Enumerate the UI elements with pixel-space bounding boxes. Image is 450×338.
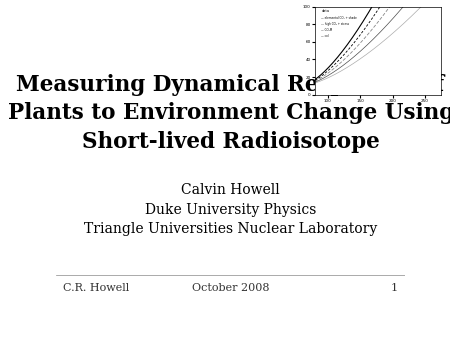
Text: — elemental CO₂ + shade: — elemental CO₂ + shade <box>321 16 357 20</box>
Text: data: data <box>321 8 329 13</box>
Text: 1: 1 <box>391 283 398 293</box>
Text: Calvin Howell
Duke University Physics
Triangle Universities Nuclear Laboratory: Calvin Howell Duke University Physics Tr… <box>84 183 377 236</box>
Text: October 2008: October 2008 <box>192 283 270 293</box>
Text: --- high CO₂ + stress: --- high CO₂ + stress <box>321 22 349 26</box>
Text: Measuring Dynamical Responses of
Plants to Environment Change Using
Short-lived : Measuring Dynamical Responses of Plants … <box>8 74 450 153</box>
Text: — CO₂M: — CO₂M <box>321 28 333 32</box>
Text: C.R. Howell: C.R. Howell <box>63 283 130 293</box>
Text: — col: — col <box>321 34 329 38</box>
